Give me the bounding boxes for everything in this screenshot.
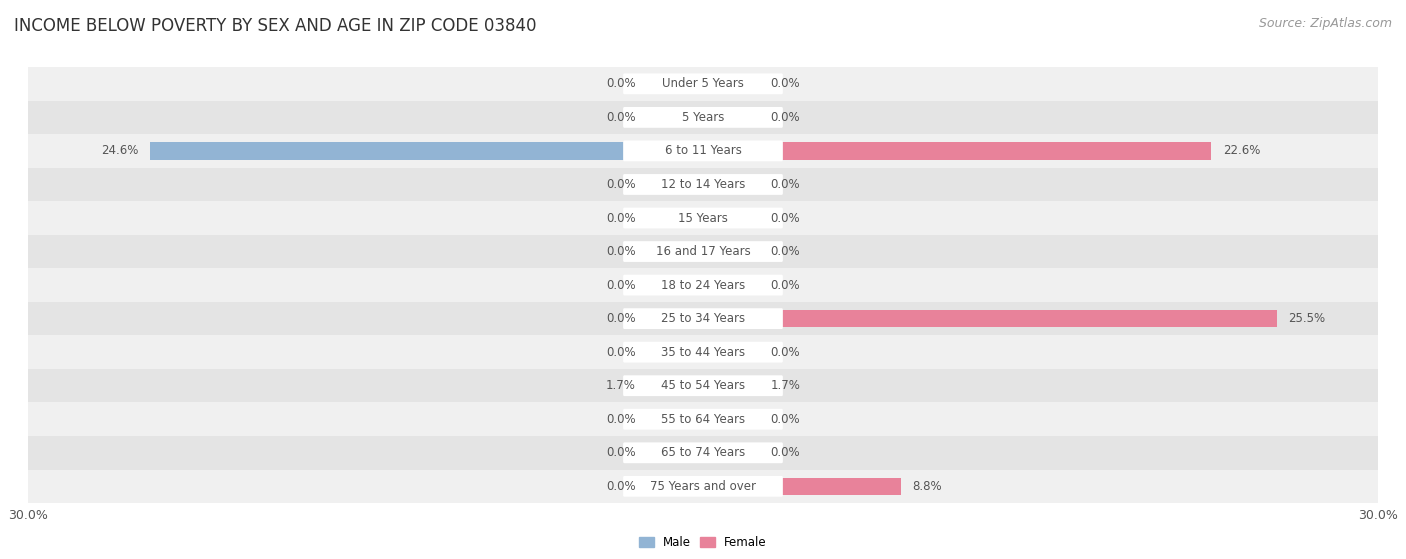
Text: 1.7%: 1.7% — [770, 379, 800, 392]
Text: 0.0%: 0.0% — [606, 245, 636, 258]
Text: 0.0%: 0.0% — [606, 77, 636, 91]
Text: 25.5%: 25.5% — [1288, 312, 1324, 325]
Bar — [28, 235, 1378, 268]
Bar — [647, 108, 703, 126]
FancyBboxPatch shape — [623, 375, 783, 396]
FancyBboxPatch shape — [623, 140, 783, 162]
Text: 0.0%: 0.0% — [606, 111, 636, 124]
Text: 75 Years and over: 75 Years and over — [650, 480, 756, 493]
Bar — [28, 101, 1378, 134]
FancyBboxPatch shape — [623, 73, 783, 94]
Text: 35 to 44 Years: 35 to 44 Years — [661, 345, 745, 359]
Text: 0.0%: 0.0% — [606, 178, 636, 191]
FancyBboxPatch shape — [623, 409, 783, 430]
Bar — [28, 268, 1378, 302]
Legend: Male, Female: Male, Female — [634, 532, 772, 554]
Bar — [647, 477, 703, 495]
Bar — [703, 410, 759, 428]
Text: 6 to 11 Years: 6 to 11 Years — [665, 144, 741, 158]
Bar — [647, 243, 703, 260]
Text: Under 5 Years: Under 5 Years — [662, 77, 744, 91]
Text: 0.0%: 0.0% — [606, 480, 636, 493]
Bar — [28, 369, 1378, 402]
Bar — [28, 470, 1378, 503]
Text: 55 to 64 Years: 55 to 64 Years — [661, 413, 745, 426]
FancyBboxPatch shape — [623, 442, 783, 463]
Bar — [647, 276, 703, 294]
Text: Source: ZipAtlas.com: Source: ZipAtlas.com — [1258, 17, 1392, 30]
Text: 1.7%: 1.7% — [606, 379, 636, 392]
FancyBboxPatch shape — [623, 107, 783, 128]
FancyBboxPatch shape — [623, 174, 783, 195]
FancyBboxPatch shape — [623, 476, 783, 497]
Text: 0.0%: 0.0% — [606, 278, 636, 292]
Text: 0.0%: 0.0% — [606, 312, 636, 325]
Text: 0.0%: 0.0% — [606, 413, 636, 426]
Text: 0.0%: 0.0% — [770, 413, 800, 426]
Text: 24.6%: 24.6% — [101, 144, 138, 158]
Text: 16 and 17 Years: 16 and 17 Years — [655, 245, 751, 258]
FancyBboxPatch shape — [623, 342, 783, 363]
Bar — [703, 176, 759, 193]
Text: 0.0%: 0.0% — [770, 278, 800, 292]
Bar — [647, 444, 703, 462]
Text: 0.0%: 0.0% — [606, 345, 636, 359]
Text: 0.0%: 0.0% — [770, 111, 800, 124]
Bar — [647, 377, 703, 395]
Bar — [703, 108, 759, 126]
Bar — [647, 310, 703, 328]
Text: 25 to 34 Years: 25 to 34 Years — [661, 312, 745, 325]
Bar — [703, 343, 759, 361]
Bar — [149, 142, 703, 160]
Text: 18 to 24 Years: 18 to 24 Years — [661, 278, 745, 292]
Text: 0.0%: 0.0% — [770, 178, 800, 191]
Bar — [647, 343, 703, 361]
Bar — [28, 302, 1378, 335]
Bar — [703, 310, 1277, 328]
Bar — [647, 176, 703, 193]
Bar — [647, 410, 703, 428]
Bar — [703, 276, 759, 294]
Text: 65 to 74 Years: 65 to 74 Years — [661, 446, 745, 459]
Text: 22.6%: 22.6% — [1223, 144, 1260, 158]
Bar — [647, 209, 703, 227]
Text: 0.0%: 0.0% — [770, 77, 800, 91]
Bar — [703, 444, 759, 462]
FancyBboxPatch shape — [623, 274, 783, 296]
Text: 0.0%: 0.0% — [770, 211, 800, 225]
Bar — [28, 335, 1378, 369]
Text: INCOME BELOW POVERTY BY SEX AND AGE IN ZIP CODE 03840: INCOME BELOW POVERTY BY SEX AND AGE IN Z… — [14, 17, 537, 35]
Text: 15 Years: 15 Years — [678, 211, 728, 225]
Bar — [28, 201, 1378, 235]
Text: 8.8%: 8.8% — [912, 480, 942, 493]
FancyBboxPatch shape — [623, 308, 783, 329]
Text: 45 to 54 Years: 45 to 54 Years — [661, 379, 745, 392]
Bar — [703, 243, 759, 260]
Bar — [28, 67, 1378, 101]
Bar — [703, 477, 901, 495]
Bar — [28, 436, 1378, 470]
Bar — [703, 142, 1212, 160]
Bar — [28, 134, 1378, 168]
Text: 0.0%: 0.0% — [606, 211, 636, 225]
FancyBboxPatch shape — [623, 207, 783, 229]
Bar — [703, 209, 759, 227]
Text: 0.0%: 0.0% — [770, 446, 800, 459]
Text: 0.0%: 0.0% — [770, 345, 800, 359]
Text: 5 Years: 5 Years — [682, 111, 724, 124]
Bar — [703, 377, 759, 395]
Bar — [703, 75, 759, 93]
Bar — [28, 168, 1378, 201]
Text: 0.0%: 0.0% — [606, 446, 636, 459]
FancyBboxPatch shape — [623, 241, 783, 262]
Text: 0.0%: 0.0% — [770, 245, 800, 258]
Bar — [647, 75, 703, 93]
Text: 12 to 14 Years: 12 to 14 Years — [661, 178, 745, 191]
Bar — [28, 402, 1378, 436]
